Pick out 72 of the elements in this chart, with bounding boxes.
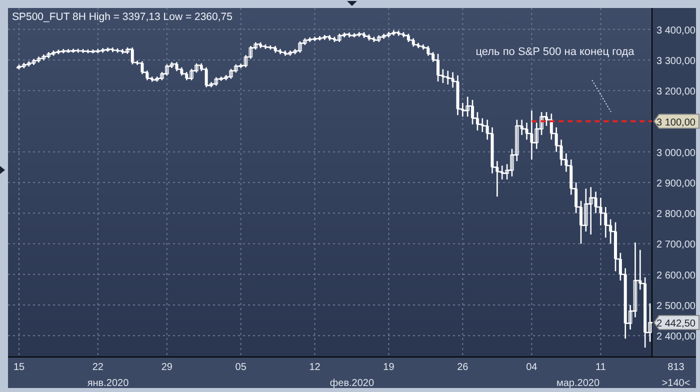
candlestick [154, 76, 160, 82]
y-tick-label: 2 900,00 [656, 178, 696, 190]
candlestick [341, 32, 348, 38]
candlestick [55, 48, 62, 55]
x-tick-label: 22 [92, 362, 104, 373]
candlestick [45, 51, 52, 59]
candlestick [94, 48, 102, 54]
candlestick [410, 38, 417, 48]
y-tick-label: 3 200,00 [656, 86, 696, 98]
candlestick [286, 50, 294, 56]
candlestick [395, 30, 402, 37]
candlestick [366, 34, 372, 42]
candlestick [60, 48, 67, 54]
candlestick [218, 76, 224, 82]
candlestick [331, 36, 338, 43]
x-tick-label: 05 [235, 362, 247, 373]
x-tick-label: 11 [596, 362, 606, 373]
candlestick [370, 36, 378, 43]
text: фев.2020 [330, 378, 374, 389]
candlestick [321, 34, 328, 40]
candlestick [336, 33, 343, 43]
text: янв.2020 [87, 378, 130, 389]
text: мар.2020 [556, 378, 600, 389]
candlestick [30, 58, 37, 66]
x-tick-label: 15 [13, 362, 25, 373]
y-tick-label: 3 300,00 [656, 56, 696, 68]
y-tick-label: 3 000,00 [656, 148, 696, 159]
chart-title: SP500_FUT 8H High = 3397,13 Low = 2360,75 [12, 11, 233, 23]
candlestick [277, 48, 284, 55]
candlestick [114, 48, 121, 54]
candlestick [400, 32, 407, 38]
candlestick [80, 48, 86, 54]
ref-line-label: 3 100,00 [656, 117, 696, 128]
text: 2 442,50 [656, 318, 696, 330]
candlestick [272, 45, 278, 54]
candlestick [380, 33, 387, 40]
candlestick [70, 48, 76, 54]
candlestick [16, 64, 22, 70]
x-tick-label: 04 [526, 362, 538, 373]
candlestick [183, 71, 190, 81]
candlestick [386, 31, 392, 38]
candlestick [65, 48, 72, 54]
candlestick [84, 48, 92, 54]
y-tick-label: 2 700,00 [656, 240, 696, 251]
x-tick-label: 26 [457, 362, 469, 373]
text: 813 [668, 362, 685, 373]
candlestick [282, 50, 288, 56]
x-tick-label: 29 [161, 362, 173, 373]
candlestick [405, 33, 412, 43]
x-tick-label: 12 [309, 362, 321, 373]
candlestick [257, 42, 264, 49]
y-tick-label: 2 500,00 [656, 300, 696, 312]
candlestick [100, 47, 106, 54]
x-tick-label: 19 [383, 362, 395, 373]
candlestick [26, 60, 32, 68]
y-tick-label: 2 800,00 [656, 209, 696, 220]
candlestick [20, 62, 28, 69]
text: >140< [662, 378, 690, 389]
annotation: цель по S&P 500 на конец года [476, 46, 636, 58]
y-tick-label: 2 600,00 [656, 270, 696, 282]
candlestick [376, 34, 382, 43]
candlestick [360, 32, 368, 39]
candlestick [312, 36, 318, 42]
candlestick [316, 36, 323, 42]
candlestick [351, 32, 358, 38]
candlestick [415, 42, 422, 49]
candlestick [50, 50, 57, 56]
candlestick [267, 44, 274, 50]
y-tick-label: 3 400,00 [656, 25, 696, 36]
y-tick-label: 2 400,00 [656, 332, 696, 343]
candlestick [36, 56, 42, 64]
candlestick [262, 44, 269, 50]
